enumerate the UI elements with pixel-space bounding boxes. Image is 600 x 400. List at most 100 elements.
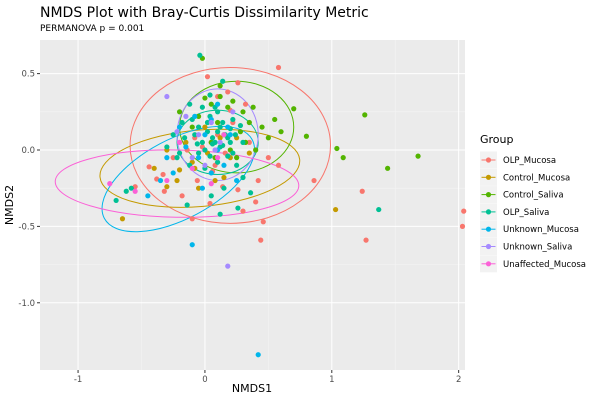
point-unknown-mucosa: [164, 155, 170, 161]
point-olp-saliva: [179, 119, 185, 126]
point-olp-saliva: [230, 150, 236, 156]
y-tick-label: -1.0: [18, 299, 35, 309]
point-olp-saliva: [128, 185, 134, 191]
point-olp-mucosa: [207, 200, 213, 207]
point-control-saliva: [259, 124, 265, 130]
point-olp-saliva: [215, 109, 221, 115]
point-control-saliva: [217, 83, 223, 89]
point-olp-mucosa: [240, 208, 246, 214]
point-unknown-saliva: [230, 109, 236, 115]
point-olp-saliva: [170, 132, 176, 138]
point-olp-saliva: [207, 153, 213, 159]
point-olp-mucosa: [459, 223, 466, 229]
point-olp-saliva: [195, 150, 202, 156]
point-olp-saliva: [204, 119, 211, 126]
grid-major: [40, 40, 465, 370]
point-unknown-saliva: [164, 93, 170, 100]
point-control-saliva: [340, 155, 346, 161]
point-olp-saliva: [123, 188, 129, 194]
point-control-saliva: [278, 129, 284, 135]
point-olp-saliva: [220, 78, 226, 84]
point-control-saliva: [189, 124, 195, 130]
point-olp-saliva: [113, 197, 119, 204]
legend-label: Unaffected_Mucosa: [503, 260, 586, 270]
legend-key-point: [485, 157, 492, 163]
point-olp-saliva: [176, 150, 183, 156]
point-olp-mucosa: [363, 237, 369, 243]
point-olp-saliva: [212, 139, 218, 145]
point-olp-saliva: [195, 124, 202, 130]
point-olp-mucosa: [359, 188, 365, 194]
point-olp-mucosa: [189, 216, 195, 222]
point-unknown-mucosa: [199, 185, 205, 191]
point-unknown-mucosa: [255, 352, 261, 358]
legend-label: OLP_Saliva: [503, 208, 549, 218]
chart-subtitle: PERMANOVA p = 0.001: [40, 24, 144, 34]
point-olp-saliva: [227, 139, 233, 145]
point-control-mucosa: [119, 216, 126, 222]
point-control-mucosa: [164, 184, 170, 190]
point-olp-saliva: [240, 139, 246, 145]
point-control-mucosa: [195, 185, 202, 191]
point-olp-mucosa: [275, 64, 282, 71]
point-unknown-mucosa: [221, 162, 227, 168]
chart-title: NMDS Plot with Bray-Curtis Dissimilarity…: [40, 5, 369, 21]
point-control-saliva: [265, 135, 271, 141]
x-tick-label: 2: [456, 375, 461, 385]
point-unknown-mucosa: [189, 242, 195, 248]
point-olp-saliva: [234, 162, 240, 168]
point-unknown-mucosa: [225, 124, 231, 130]
point-control-saliva: [234, 155, 240, 161]
point-olp-mucosa: [255, 177, 261, 184]
point-olp-saliva: [237, 122, 244, 129]
legend-key-point: [485, 174, 492, 180]
point-unknown-saliva: [217, 139, 223, 145]
x-tick-label: 1: [329, 375, 334, 385]
point-olp-saliva: [235, 205, 241, 211]
point-control-saliva: [415, 153, 421, 159]
point-olp-mucosa: [260, 219, 266, 225]
point-unaffected-mucosa: [132, 188, 138, 194]
point-unaffected-mucosa: [189, 165, 195, 171]
point-unknown-saliva: [195, 132, 202, 138]
point-unknown-mucosa: [192, 113, 198, 119]
point-olp-mucosa: [311, 177, 317, 184]
point-olp-saliva: [220, 119, 226, 126]
point-olp-saliva: [376, 206, 382, 213]
x-axis-ticks: -1 0 1 2: [74, 370, 461, 385]
point-control-mucosa: [174, 177, 180, 184]
point-control-saliva: [303, 133, 310, 139]
scatter-points: [107, 52, 467, 358]
ellipse-control-mucosa: [99, 128, 301, 208]
x-tick-label: 0: [202, 375, 207, 385]
point-olp-saliva: [230, 116, 236, 123]
point-olp-saliva: [240, 174, 246, 181]
point-olp-saliva: [207, 92, 213, 98]
legend: Group OLP_Mucosa Control_Mucosa Control_Sa…: [480, 133, 586, 273]
point-unknown-saliva: [202, 162, 208, 168]
point-olp-saliva: [194, 141, 200, 147]
point-olp-saliva: [221, 185, 227, 191]
point-control-mucosa: [176, 167, 183, 173]
y-tick-label: -0.5: [18, 222, 35, 232]
x-tick-label: -1: [74, 375, 82, 385]
point-olp-mucosa: [179, 193, 185, 199]
point-unknown-saliva: [225, 263, 231, 269]
point-control-mucosa: [183, 139, 189, 145]
point-control-mucosa: [217, 135, 223, 141]
point-olp-mucosa: [225, 89, 231, 95]
point-unknown-mucosa: [195, 155, 202, 161]
point-control-saliva: [237, 129, 244, 135]
point-unknown-mucosa: [183, 144, 189, 150]
point-olp-mucosa: [235, 80, 241, 86]
point-olp-saliva: [174, 155, 180, 161]
legend-title: Group: [480, 133, 514, 146]
point-unaffected-mucosa: [164, 177, 170, 184]
point-olp-saliva: [217, 124, 223, 130]
point-control-saliva: [195, 113, 202, 119]
point-unknown-mucosa: [215, 101, 221, 107]
point-unaffected-mucosa: [221, 132, 227, 138]
y-axis-ticks: -1.0 -0.5 0.0 0.5: [18, 70, 40, 309]
point-olp-mucosa: [242, 101, 249, 107]
